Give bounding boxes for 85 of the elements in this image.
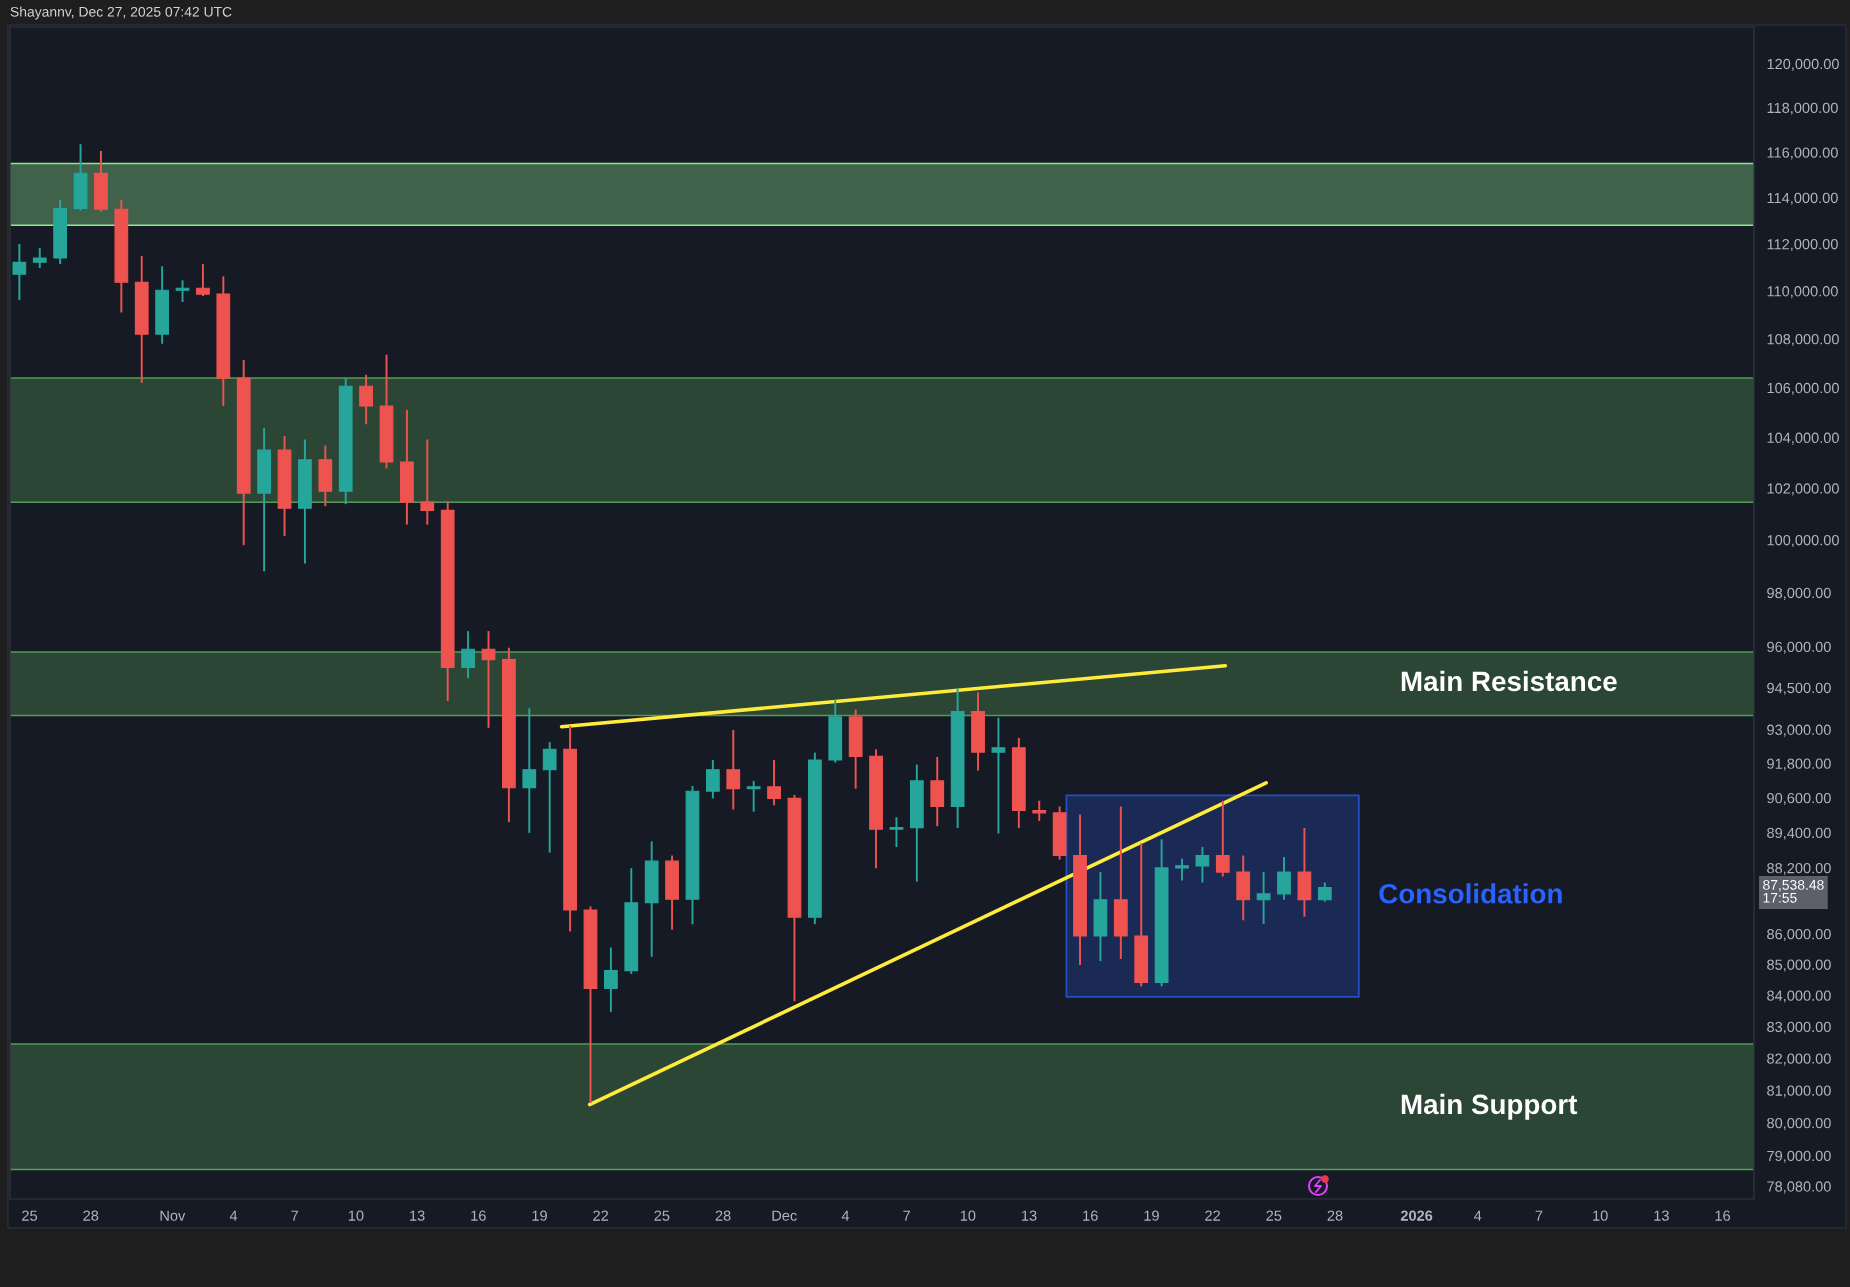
y-tick-label: 81,000.00: [1767, 1085, 1831, 1098]
x-tick-label: 2026: [1400, 1210, 1433, 1221]
candlestick: [1195, 846, 1210, 884]
candlestick: [726, 729, 741, 811]
candlestick: [522, 707, 537, 834]
band-label: Consolidation: [1379, 883, 1562, 904]
y-tick-label: 106,000.00: [1767, 382, 1839, 395]
x-tick-label: 28: [1327, 1210, 1343, 1221]
candlestick: [196, 263, 210, 297]
x-tick-label: 28: [83, 1210, 99, 1221]
candlestick: [175, 279, 190, 303]
candlestick: [1277, 856, 1291, 901]
y-tick-label: 112,000.00: [1767, 239, 1838, 252]
band-label: Main Support: [1401, 1093, 1578, 1120]
y-tick-label: 89,400.00: [1767, 827, 1831, 840]
x-tick-label: 13: [1022, 1210, 1037, 1221]
x-tick-label: 13: [1654, 1210, 1669, 1221]
x-tick-label: 4: [841, 1210, 850, 1221]
x-tick-label: 25: [22, 1210, 38, 1221]
y-tick-label: 118,000.00: [1767, 102, 1838, 115]
y-tick-label: 102,000.00: [1767, 483, 1839, 496]
x-tick-label: 19: [532, 1210, 547, 1221]
x-tick-label: 25: [1266, 1210, 1282, 1221]
x-tick-label: 10: [960, 1210, 976, 1221]
y-tick-label: 94,500.00: [1767, 682, 1831, 695]
y-tick-label: 86,000.00: [1767, 929, 1831, 942]
candlestick: [461, 630, 475, 680]
x-tick-label: 16: [1715, 1210, 1731, 1221]
x-tick-label: Nov: [160, 1210, 186, 1221]
y-tick-label: 85,000.00: [1767, 959, 1831, 972]
candlestick: [542, 741, 557, 854]
y-tick-label: 83,000.00: [1767, 1021, 1831, 1034]
band-label: Main Resistance: [1401, 670, 1617, 692]
y-tick-label: 114,000.00: [1767, 192, 1838, 205]
y-tick-label: 110,000.00: [1767, 286, 1838, 299]
y-tick-label: 88,200.00: [1767, 863, 1831, 876]
candlestick: [604, 946, 618, 1013]
x-tick-label: 19: [1144, 1210, 1159, 1221]
x-tick-label: 7: [291, 1210, 299, 1221]
x-tick-label: 13: [410, 1210, 425, 1221]
x-tick-label: 16: [471, 1210, 486, 1221]
candlestick: [32, 247, 47, 270]
y-tick-label: 78,080.00: [1767, 1181, 1831, 1194]
candlestick: [746, 779, 761, 813]
candlestick: [481, 630, 496, 729]
x-tick-label: 7: [903, 1210, 910, 1221]
candlestick: [767, 759, 781, 807]
y-tick-label: 100,000.00: [1767, 535, 1839, 548]
y-tick-label: 108,000.00: [1767, 334, 1839, 347]
x-tick-label: 16: [1083, 1210, 1098, 1221]
text: Shayannv, Dec 27, 2025 07:42 UTC: [10, 6, 232, 20]
x-tick-label: 22: [593, 1210, 609, 1221]
candlestick: [12, 242, 27, 302]
y-tick-label: 96,000.00: [1767, 641, 1831, 654]
y-tick-label: 93,000.00: [1767, 724, 1831, 737]
y-tick-label: 98,000.00: [1767, 587, 1831, 600]
candlestick: [991, 716, 1006, 835]
candlestick: [1256, 871, 1271, 925]
x-tick-label: 4: [229, 1210, 238, 1221]
candlestick: [1032, 799, 1047, 822]
y-tick-label: 79,000.00: [1767, 1150, 1831, 1163]
y-tick-label: 104,000.00: [1767, 432, 1839, 445]
y-tick-label: 120,000.00: [1767, 58, 1839, 71]
x-tick-label: Dec: [772, 1210, 797, 1221]
x-tick-label: 10: [1593, 1210, 1608, 1221]
candlestick: [705, 759, 720, 800]
y-tick-label: 116,000.00: [1767, 147, 1838, 160]
x-tick-label: 4: [1474, 1210, 1482, 1221]
y-tick-label: 84,000.00: [1767, 990, 1831, 1003]
x-tick-label: 22: [1205, 1210, 1220, 1221]
x-tick-label: 7: [1535, 1210, 1543, 1221]
y-tick-label: 90,600.00: [1767, 792, 1831, 805]
y-tick-label: 87,538.48 17:55: [1763, 879, 1824, 903]
y-tick-label: 82,000.00: [1767, 1053, 1831, 1066]
x-tick-label: 10: [348, 1210, 364, 1221]
candlestick: [1175, 857, 1189, 882]
candlestick: [1215, 799, 1230, 878]
y-tick-label: 91,800.00: [1767, 758, 1831, 771]
candlestick: [420, 438, 435, 526]
candlestick: [889, 816, 904, 848]
x-tick-label: 25: [654, 1210, 670, 1221]
x-tick-label: 28: [715, 1210, 731, 1221]
y-tick-label: 80,000.00: [1767, 1117, 1831, 1130]
candlestick: [1317, 881, 1332, 903]
candlestick: [359, 373, 373, 426]
